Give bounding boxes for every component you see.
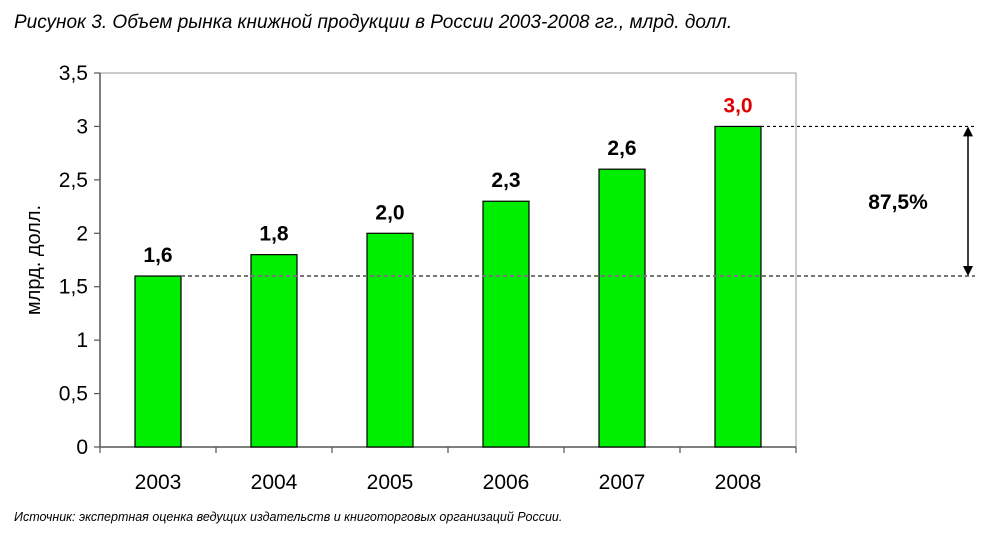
y-axis: 0 0,5 1 1,5 2 2,5 3 3,5 xyxy=(59,62,101,459)
x-tick-label: 2005 xyxy=(367,471,414,494)
x-tick-label: 2008 xyxy=(715,471,762,494)
value-label-2005: 2,0 xyxy=(375,201,404,224)
bar-2006 xyxy=(482,200,530,448)
y-tick-label: 2,5 xyxy=(59,169,88,192)
bar-2005 xyxy=(366,232,414,448)
value-label-2008: 3,0 xyxy=(723,94,752,117)
x-tick-label: 2006 xyxy=(483,471,530,494)
value-label-2003: 1,6 xyxy=(143,244,172,267)
value-label-2007: 2,6 xyxy=(607,137,636,160)
arrow-down-icon xyxy=(963,266,973,277)
figure-title: Рисунок 3. Объем рынка книжной продукции… xyxy=(14,12,733,33)
y-tick-label: 3 xyxy=(76,115,88,138)
growth-percent-label: 87,5% xyxy=(868,191,928,214)
x-tick-label: 2003 xyxy=(135,471,182,494)
x-tick-label: 2004 xyxy=(251,471,298,494)
y-tick-label: 0 xyxy=(76,436,88,459)
bar-2008 xyxy=(714,125,762,448)
data-labels: 1,6 1,8 2,0 2,3 2,6 3,0 xyxy=(143,94,752,267)
x-tick-label: 2007 xyxy=(599,471,646,494)
bar-2007 xyxy=(598,168,646,448)
bar-2003 xyxy=(134,275,182,448)
y-tick-label: 1,5 xyxy=(59,276,88,299)
bars xyxy=(134,125,762,448)
y-tick-label: 0,5 xyxy=(59,383,88,406)
growth-annotation: 87,5% xyxy=(181,125,975,278)
y-tick-label: 3,5 xyxy=(59,62,88,85)
plot-area xyxy=(99,72,797,448)
value-label-2006: 2,3 xyxy=(491,169,520,192)
y-axis-label: млрд. долл. xyxy=(23,205,45,315)
value-label-2004: 1,8 xyxy=(259,223,289,246)
y-tick-label: 2 xyxy=(76,222,88,245)
y-tick-label: 1 xyxy=(76,329,88,352)
source-note: Источник: экспертная оценка ведущих изда… xyxy=(14,510,563,524)
arrow-up-icon xyxy=(963,126,973,137)
x-axis: 2003 2004 2005 2006 2007 2008 xyxy=(99,446,797,494)
bar-2004 xyxy=(250,254,298,448)
